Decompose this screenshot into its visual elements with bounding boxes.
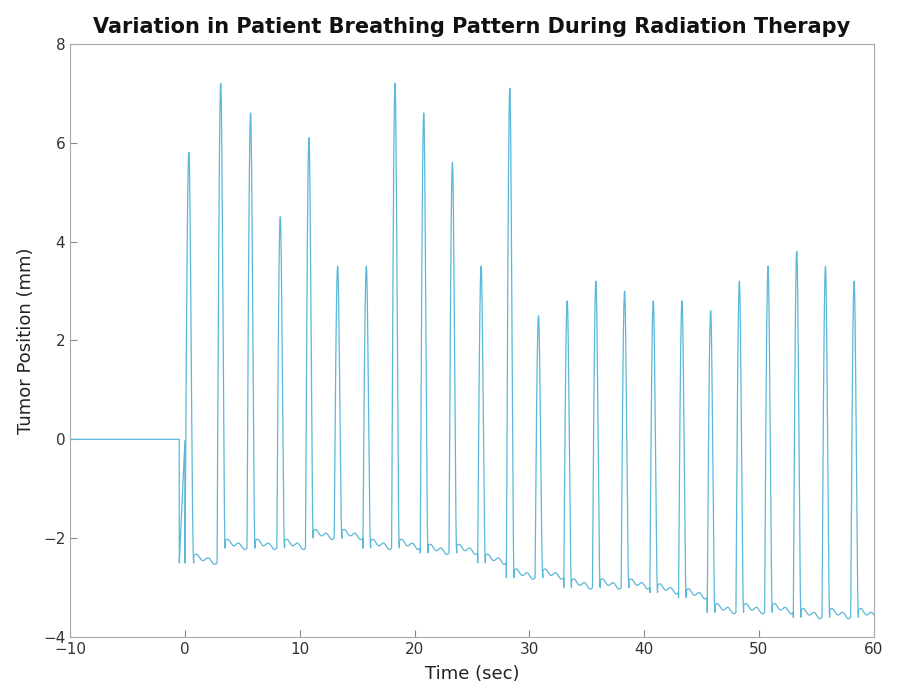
- Y-axis label: Tumor Position (mm): Tumor Position (mm): [17, 247, 35, 434]
- Title: Variation in Patient Breathing Pattern During Radiation Therapy: Variation in Patient Breathing Pattern D…: [94, 17, 850, 36]
- X-axis label: Time (sec): Time (sec): [425, 665, 519, 683]
